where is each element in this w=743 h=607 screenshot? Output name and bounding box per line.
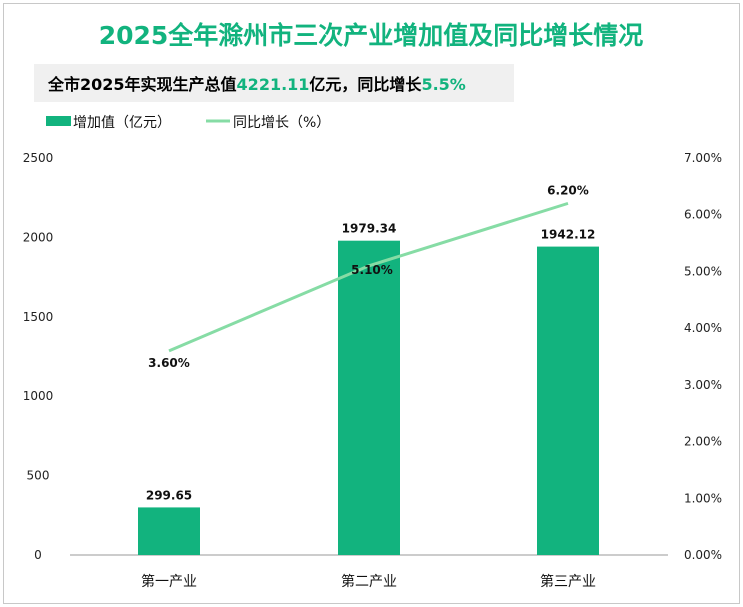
x-category-label: 第三产业 [540, 573, 596, 590]
subtitle-box [34, 64, 514, 102]
y-left-tick: 1500 [23, 310, 54, 324]
subtitle-growth: 5.5% [421, 75, 465, 94]
legend-line-label: 同比增长（%） [233, 115, 330, 131]
y-right-tick: 5.00% [684, 264, 722, 278]
legend-bar-swatch [46, 116, 71, 126]
y-left-tick: 2000 [23, 230, 54, 244]
chart-frame [3, 3, 740, 604]
x-category-label: 第一产业 [141, 573, 197, 590]
y-left-tick: 2500 [23, 151, 54, 165]
y-left-tick: 0 [34, 548, 42, 562]
bar [338, 240, 400, 556]
y-right-tick: 4.00% [684, 321, 722, 335]
legend-bar-label: 增加值（亿元） [73, 115, 171, 131]
bar [138, 507, 200, 555]
y-left-tick: 1000 [23, 389, 54, 403]
bar-value-label: 1979.34 [342, 222, 397, 236]
line-value-label: 5.10% [351, 263, 393, 277]
line-value-label: 3.60% [148, 356, 190, 370]
y-right-tick: 3.00% [684, 378, 722, 392]
growth-line [168, 201, 569, 353]
x-category-label: 第二产业 [341, 573, 397, 590]
y-right-tick: 1.00% [684, 491, 722, 505]
subtitle-mid: 亿元，同比增长 [309, 75, 422, 94]
subtitle-gdp: 4221.11 [237, 75, 310, 94]
subtitle-prefix: 全市2025年实现生产总值 [47, 75, 237, 94]
y-right-tick: 2.00% [684, 435, 722, 449]
chart-title: 2025全年滁州市三次产业增加值及同比增长情况 [99, 21, 644, 50]
y-right-tick: 6.00% [684, 208, 722, 222]
bar-value-label: 1942.12 [541, 228, 596, 242]
y-left-tick: 500 [27, 469, 50, 483]
y-right-tick: 7.00% [684, 151, 722, 165]
bar-value-label: 299.65 [146, 488, 192, 502]
subtitle: 全市2025年实现生产总值4221.11亿元，同比增长5.5% [47, 75, 466, 94]
y-right-tick: 0.00% [684, 548, 722, 562]
line-value-label: 6.20% [547, 183, 589, 197]
bar [537, 246, 599, 555]
